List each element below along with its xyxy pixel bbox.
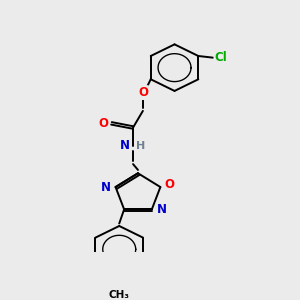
Text: O: O xyxy=(138,86,148,99)
Text: Cl: Cl xyxy=(214,51,227,64)
Text: O: O xyxy=(164,178,174,191)
Text: H: H xyxy=(136,141,146,151)
Text: CH₃: CH₃ xyxy=(109,290,130,300)
Text: O: O xyxy=(99,117,109,130)
Text: N: N xyxy=(101,181,111,194)
Text: N: N xyxy=(120,139,130,152)
Text: N: N xyxy=(157,203,166,216)
